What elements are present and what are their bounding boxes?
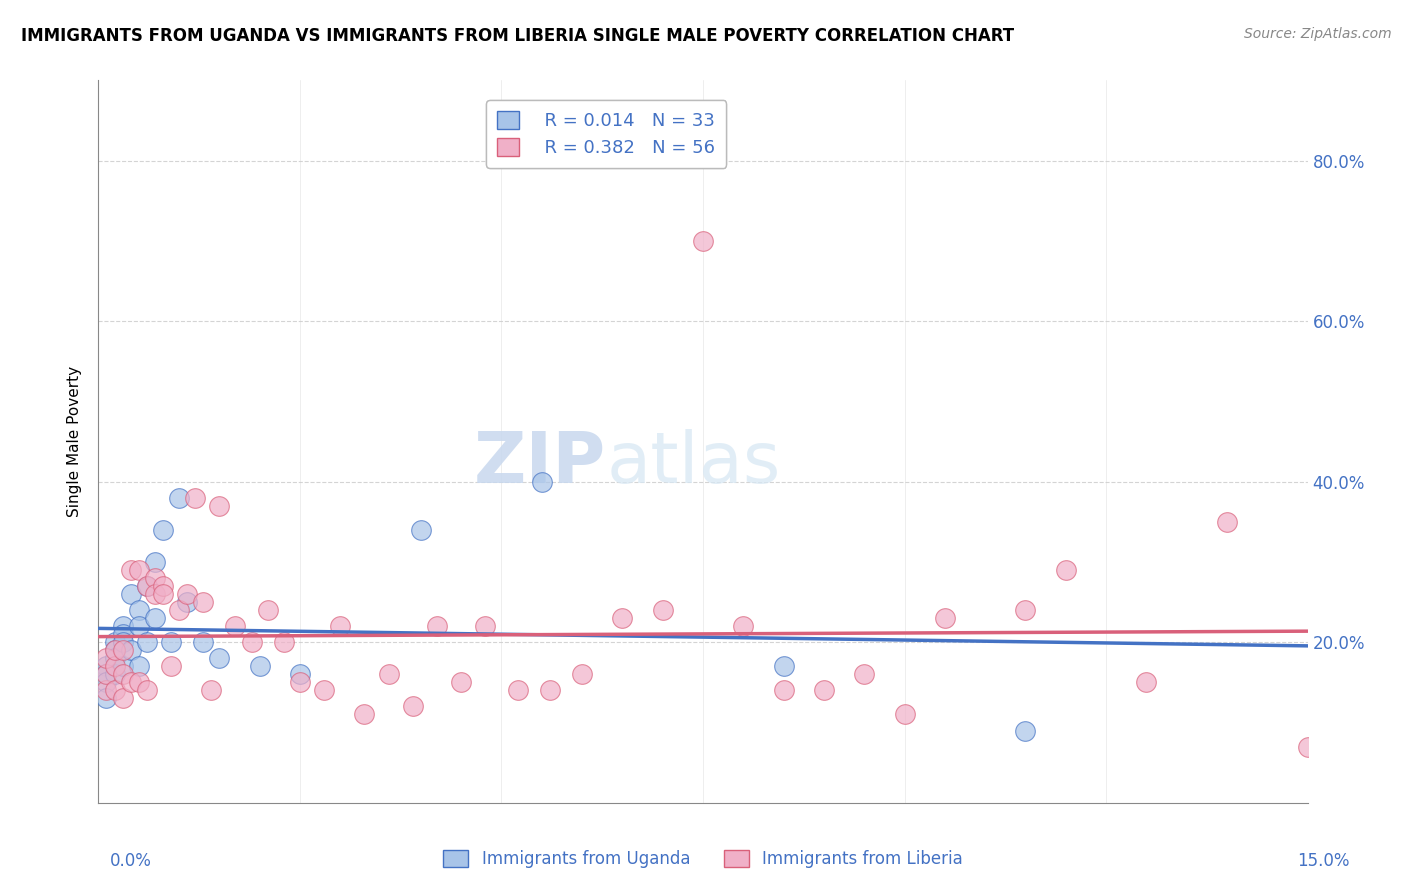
Point [1296,739,1319,754]
Point [167,491,190,505]
Point [111,643,134,657]
Point [772,683,794,698]
Point [120,587,142,601]
Point [120,563,142,577]
Point [506,683,529,698]
Point [934,611,956,625]
Y-axis label: Single Male Poverty: Single Male Poverty [67,366,83,517]
Text: atlas: atlas [606,429,780,498]
Point [120,675,142,690]
Point [772,659,794,673]
Point [208,651,231,665]
Point [111,691,134,706]
Point [128,563,150,577]
Point [96,667,118,681]
Point [353,707,375,722]
Point [143,555,166,569]
Point [288,667,311,681]
Point [111,659,134,673]
Point [96,675,118,690]
Point [103,667,125,681]
Point [135,683,157,698]
Point [143,611,166,625]
Point [733,619,755,633]
Point [160,635,183,649]
Point [329,619,352,633]
Point [135,579,157,593]
Point [256,603,278,617]
Point [409,523,432,537]
Point [160,659,183,673]
Point [612,611,634,625]
Point [96,667,118,681]
Point [813,683,835,698]
Point [426,619,449,633]
Point [193,635,215,649]
Point [208,499,231,513]
Point [314,683,336,698]
Point [377,667,399,681]
Point [1135,675,1157,690]
Point [103,659,125,673]
Point [273,635,295,649]
Point [111,667,134,681]
Point [96,651,118,665]
Point [152,587,174,601]
Point [200,683,222,698]
Point [152,579,174,593]
Point [128,675,150,690]
Point [111,635,134,649]
Point [176,587,198,601]
Point [450,675,472,690]
Point [853,667,876,681]
Point [1014,723,1036,738]
Point [128,659,150,673]
Point [103,643,125,657]
Point [96,659,118,673]
Text: IMMIGRANTS FROM UGANDA VS IMMIGRANTS FROM LIBERIA SINGLE MALE POVERTY CORRELATIO: IMMIGRANTS FROM UGANDA VS IMMIGRANTS FRO… [21,27,1014,45]
Point [692,234,714,248]
Text: 0.0%: 0.0% [110,852,152,870]
Point [103,683,125,698]
Point [103,643,125,657]
Point [176,595,198,609]
Point [571,667,593,681]
Text: ZIP: ZIP [474,429,606,498]
Point [111,627,134,641]
Point [135,635,157,649]
Point [1014,603,1036,617]
Point [288,675,311,690]
Point [184,491,207,505]
Point [474,619,496,633]
Point [224,619,246,633]
Point [143,571,166,585]
Legend:   R = 0.014   N = 33,   R = 0.382   N = 56: R = 0.014 N = 33, R = 0.382 N = 56 [486,100,725,168]
Point [103,635,125,649]
Point [143,587,166,601]
Text: 15.0%: 15.0% [1298,852,1350,870]
Point [103,651,125,665]
Point [240,635,263,649]
Point [135,579,157,593]
Point [651,603,673,617]
Legend: Immigrants from Uganda, Immigrants from Liberia: Immigrants from Uganda, Immigrants from … [437,843,969,875]
Point [193,595,215,609]
Point [1216,515,1239,529]
Point [893,707,915,722]
Point [402,699,425,714]
Point [538,683,561,698]
Point [167,603,190,617]
Point [111,619,134,633]
Point [96,683,118,698]
Point [530,475,553,489]
Point [96,691,118,706]
Point [249,659,271,673]
Point [128,619,150,633]
Point [120,643,142,657]
Point [1054,563,1077,577]
Point [128,603,150,617]
Text: Source: ZipAtlas.com: Source: ZipAtlas.com [1244,27,1392,41]
Point [152,523,174,537]
